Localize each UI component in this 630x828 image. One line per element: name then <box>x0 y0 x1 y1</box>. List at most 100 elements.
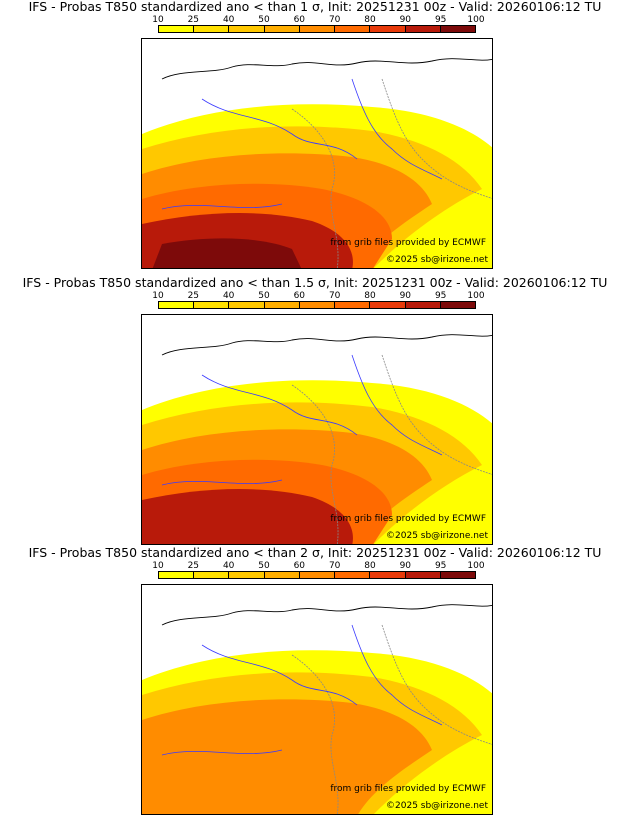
map-panel-2: IFS - Probas T850 standardized ano < tha… <box>0 276 630 552</box>
map-panel-3: IFS - Probas T850 standardized ano < tha… <box>0 546 630 822</box>
colorbar-tick: 90 <box>399 561 412 571</box>
colorbar-segment <box>405 302 441 308</box>
colorbar-segment <box>440 302 475 308</box>
copyright-credit: ©2025 sb@irizone.net <box>386 801 488 811</box>
country-border <box>291 108 339 268</box>
colorbar-tick: 80 <box>364 561 376 571</box>
source-credit: from grib files provided by ECMWF <box>330 238 486 248</box>
colorbar-segment <box>194 26 230 32</box>
colorbar-tick: 95 <box>434 291 447 301</box>
country-border <box>381 624 492 745</box>
colorbar-tick: 10 <box>152 561 164 571</box>
colorbar-segment <box>229 26 265 32</box>
colorbar-tick: 50 <box>258 15 270 25</box>
colorbar-tick: 25 <box>187 561 200 571</box>
colorbar-segment <box>335 302 371 308</box>
river <box>161 203 283 210</box>
map-graphic <box>142 604 492 814</box>
coastline <box>161 58 492 80</box>
colorbar-tick: 70 <box>328 291 341 301</box>
panel-title: IFS - Probas T850 standardized ano < tha… <box>22 275 608 290</box>
colorbar-segment <box>159 302 195 308</box>
colorbar-tick: 80 <box>364 15 376 25</box>
map-graphic <box>142 58 492 268</box>
colorbar-segment <box>335 26 371 32</box>
colorbar-segment <box>299 26 336 32</box>
colorbar-tick: 50 <box>258 561 270 571</box>
colorbar-segment <box>264 302 300 308</box>
colorbar-tick: 40 <box>222 561 235 571</box>
colorbar-segment <box>194 302 230 308</box>
river <box>351 624 443 726</box>
river <box>351 354 443 456</box>
country-border <box>381 354 492 475</box>
colorbar-segment <box>229 572 265 578</box>
probability-map: from grib files provided by ECMWF ©2025 … <box>141 314 493 545</box>
probability-map: from grib files provided by ECMWF ©2025 … <box>141 38 493 269</box>
colorbar-tick: 95 <box>434 15 447 25</box>
colorbar-tick: 100 <box>467 561 485 571</box>
colorbar-segment <box>405 572 441 578</box>
map-panel-1: IFS - Probas T850 standardized ano < tha… <box>0 0 630 276</box>
colorbar-tick: 90 <box>399 15 412 25</box>
country-border <box>381 78 492 199</box>
river <box>161 749 283 756</box>
colorbar-ticks: 10 25 40 50 60 70 80 90 95 100 <box>152 291 484 301</box>
copyright-credit: ©2025 sb@irizone.net <box>386 255 488 265</box>
colorbar-tick: 70 <box>328 15 341 25</box>
colorbar-segment <box>264 26 300 32</box>
colorbar <box>158 25 476 33</box>
colorbar-segment <box>335 572 371 578</box>
colorbar-segment <box>405 26 441 32</box>
colorbar-segment <box>229 302 265 308</box>
colorbar-segment <box>370 572 406 578</box>
country-border <box>291 654 339 814</box>
colorbar-segment <box>370 302 406 308</box>
probability-contour <box>142 699 432 814</box>
colorbar-ticks: 10 25 40 50 60 70 80 90 95 100 <box>152 15 484 25</box>
colorbar-tick: 40 <box>222 15 235 25</box>
colorbar-segment <box>159 26 195 32</box>
probability-map: from grib files provided by ECMWF ©2025 … <box>141 584 493 815</box>
colorbar-tick: 60 <box>293 561 306 571</box>
colorbar-tick: 25 <box>187 291 200 301</box>
colorbar-segment <box>159 572 195 578</box>
panel-title: IFS - Probas T850 standardized ano < tha… <box>28 0 602 14</box>
probability-contour <box>152 238 302 268</box>
colorbar-tick: 10 <box>152 15 164 25</box>
colorbar-segment <box>299 572 336 578</box>
colorbar-tick: 100 <box>467 15 485 25</box>
colorbar-tick: 100 <box>467 291 485 301</box>
colorbar-segment <box>440 572 475 578</box>
colorbar-tick: 90 <box>399 291 412 301</box>
panel-title: IFS - Probas T850 standardized ano < tha… <box>28 545 602 560</box>
source-credit: from grib files provided by ECMWF <box>330 514 486 524</box>
colorbar <box>158 571 476 579</box>
colorbar-segment <box>299 302 336 308</box>
river <box>201 644 358 706</box>
colorbar-tick: 60 <box>293 15 306 25</box>
country-border <box>291 384 339 544</box>
colorbar <box>158 301 476 309</box>
colorbar-tick: 70 <box>328 561 341 571</box>
map-graphic <box>142 334 492 544</box>
colorbar-tick: 10 <box>152 291 164 301</box>
coastline <box>161 334 492 356</box>
colorbar-segment <box>264 572 300 578</box>
river <box>351 78 443 180</box>
colorbar-segment <box>370 26 406 32</box>
river <box>201 98 358 160</box>
copyright-credit: ©2025 sb@irizone.net <box>386 531 488 541</box>
colorbar-segment <box>440 26 475 32</box>
colorbar-tick: 95 <box>434 561 447 571</box>
coastline <box>161 604 492 626</box>
probability-contour <box>142 489 353 544</box>
source-credit: from grib files provided by ECMWF <box>330 784 486 794</box>
colorbar-tick: 60 <box>293 291 306 301</box>
river <box>161 479 283 486</box>
colorbar-tick: 50 <box>258 291 270 301</box>
colorbar-tick: 25 <box>187 15 200 25</box>
colorbar-segment <box>194 572 230 578</box>
colorbar-tick: 80 <box>364 291 376 301</box>
colorbar-tick: 40 <box>222 291 235 301</box>
